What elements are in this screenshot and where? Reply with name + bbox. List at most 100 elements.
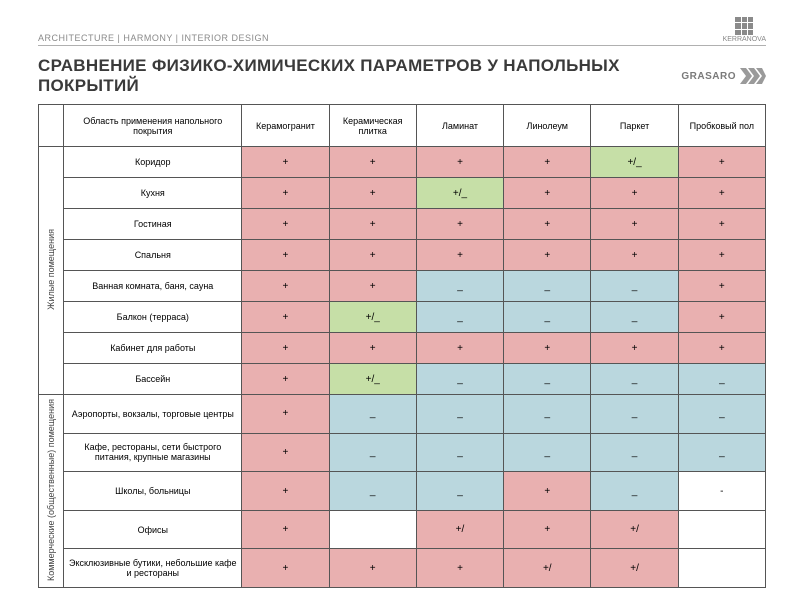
value-cell: + [242,178,329,209]
value-cell: _ [416,302,503,333]
table-header: Область применения напольного покрытия К… [39,105,766,147]
area-label: Эксклюзивные бутики, небольшие кафе и ре… [64,549,242,588]
area-label: Бассейн [64,364,242,395]
table-row: Школы, больницы+__+_- [39,472,766,511]
value-cell: + [242,271,329,302]
table-row: Жилые помещенияКоридор+++++/_+ [39,147,766,178]
company-name: GRASARO [681,71,736,82]
value-cell: + [591,240,678,271]
value-cell: + [242,209,329,240]
header-area: Область применения напольного покрытия [64,105,242,147]
value-cell: + [504,472,591,511]
page-title: СРАВНЕНИЕ ФИЗИКО-ХИМИЧЕСКИХ ПАРАМЕТРОВ У… [38,56,681,96]
value-cell: +/ [504,549,591,588]
value-cell: +/_ [329,364,416,395]
area-label: Аэропорты, вокзалы, торговые центры [64,395,242,434]
value-cell: + [416,549,503,588]
value-cell: + [504,240,591,271]
table-row: Ванная комната, баня, сауна++___+ [39,271,766,302]
value-cell: _ [504,364,591,395]
value-cell: +/ [591,549,678,588]
value-cell: + [416,209,503,240]
value-cell: + [504,333,591,364]
value-cell: +/_ [591,147,678,178]
value-cell: + [678,333,765,364]
top-bar: ARCHITECTURE | HARMONY | INTERIOR DESIGN… [38,18,766,46]
value-cell [678,549,765,588]
value-cell: + [329,147,416,178]
brand-logo-icon [735,17,753,35]
area-label: Гостиная [64,209,242,240]
value-cell: + [242,333,329,364]
group-label: Жилые помещения [39,147,64,395]
brand-name: KERRANOVA [723,36,766,43]
table-row: Кафе, рестораны, сети быстрого питания, … [39,433,766,472]
header-type-1: Керамическая плитка [329,105,416,147]
table-row: Спальня++++++ [39,240,766,271]
value-cell: + [678,209,765,240]
value-cell: _ [329,472,416,511]
header-type-2: Ламинат [416,105,503,147]
value-cell: _ [591,364,678,395]
value-cell: + [504,209,591,240]
value-cell: _ [591,472,678,511]
value-cell: _ [416,364,503,395]
value-cell: + [678,240,765,271]
value-cell: +/_ [416,178,503,209]
value-cell: + [329,209,416,240]
value-cell: + [329,549,416,588]
value-cell: _ [416,271,503,302]
value-cell: + [416,147,503,178]
area-label: Ванная комната, баня, сауна [64,271,242,302]
area-label: Офисы [64,510,242,549]
value-cell: + [242,364,329,395]
value-cell: + [242,510,329,549]
value-cell: + [678,147,765,178]
value-cell: _ [416,433,503,472]
tagline-text: ARCHITECTURE | HARMONY | INTERIOR DESIGN [38,33,269,43]
value-cell: + [242,549,329,588]
value-cell: + [242,302,329,333]
area-label: Спальня [64,240,242,271]
group-label-text: Коммерческие (общественные) помещения [46,399,56,581]
area-label: Школы, больницы [64,472,242,511]
header-type-0: Керамогранит [242,105,329,147]
group-label: Коммерческие (общественные) помещения [39,395,64,588]
value-cell: + [591,178,678,209]
table-row: Коммерческие (общественные) помещенияАэр… [39,395,766,434]
value-cell: + [242,240,329,271]
value-cell: - [678,472,765,511]
value-cell: _ [416,472,503,511]
value-cell: _ [504,302,591,333]
value-cell: + [504,178,591,209]
value-cell: _ [591,302,678,333]
value-cell: _ [504,433,591,472]
value-cell: + [242,147,329,178]
header-type-4: Паркет [591,105,678,147]
value-cell: + [329,271,416,302]
area-label: Коридор [64,147,242,178]
value-cell: _ [591,395,678,434]
value-cell: _ [504,395,591,434]
header-type-3: Линолеум [504,105,591,147]
group-label-text: Жилые помещения [46,229,56,310]
value-cell: + [678,271,765,302]
table-row: Кабинет для работы++++++ [39,333,766,364]
value-cell [329,510,416,549]
value-cell: _ [591,271,678,302]
value-cell: + [504,510,591,549]
area-label: Балкон (терраса) [64,302,242,333]
value-cell: + [504,147,591,178]
table-row: Кухня+++/_+++ [39,178,766,209]
value-cell: + [242,433,329,472]
company-badge: GRASARO [681,68,766,84]
table-row: Балкон (терраса)++/____+ [39,302,766,333]
table-row: Офисы++/++/ [39,510,766,549]
brand-logo: KERRANOVA [723,17,766,43]
value-cell: + [329,178,416,209]
value-cell: _ [678,395,765,434]
value-cell: _ [678,364,765,395]
value-cell: + [591,333,678,364]
header-blank [39,105,64,147]
area-label: Кабинет для работы [64,333,242,364]
